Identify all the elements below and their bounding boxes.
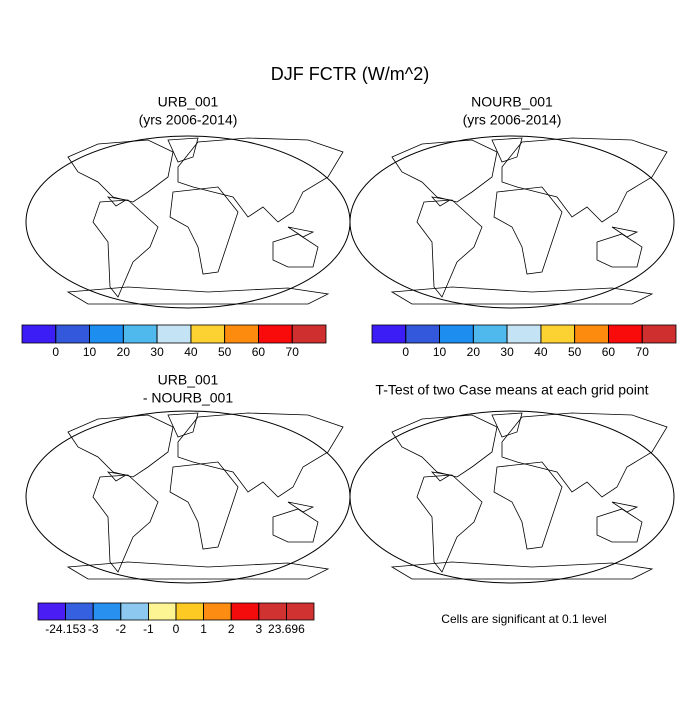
colorbar-label: 10: [83, 345, 97, 359]
colorbar-box: [21, 324, 57, 344]
colorbar-label: 50: [218, 345, 232, 359]
panel-title: NOURB_001: [471, 94, 553, 110]
colorbar-label: 20: [467, 345, 481, 359]
panel-title: URB_001: [158, 94, 219, 110]
colorbar-label: 60: [252, 345, 266, 359]
panel-subtitle: - NOURB_001: [143, 390, 233, 406]
map: [349, 135, 675, 309]
colorbar-box: [55, 324, 90, 344]
colorbar-box: [156, 324, 192, 344]
colorbar-box: [175, 602, 205, 621]
map: [349, 410, 675, 584]
colorbar-box: [574, 324, 609, 344]
colorbar-box: [203, 602, 232, 621]
colorbar-box: [641, 324, 677, 344]
colorbar-label: -2: [115, 622, 126, 636]
colorbar-label: 10: [433, 345, 447, 359]
colorbar-box: [224, 324, 259, 344]
colorbar-box: [147, 602, 177, 621]
colorbar-box: [472, 324, 508, 344]
colorbar-box: [230, 602, 260, 621]
colorbar-label: 2: [228, 622, 235, 636]
colorbar-label: 70: [636, 345, 650, 359]
colorbar-box: [285, 602, 315, 621]
colorbar-label: 1: [200, 622, 207, 636]
colorbar-box: [258, 602, 287, 621]
colorbar-label: 30: [150, 345, 164, 359]
colorbar-label: 20: [117, 345, 131, 359]
colorbar-label: 0: [402, 345, 409, 359]
colorbar-box: [37, 602, 67, 621]
colorbar-box: [439, 324, 474, 344]
colorbar-box: [258, 324, 293, 344]
map: [25, 410, 351, 584]
colorbar-box: [608, 324, 643, 344]
colorbar-label: 0: [173, 622, 180, 636]
colorbar-box: [89, 324, 124, 344]
colorbar-label: 50: [568, 345, 582, 359]
colorbar-label: -24.153: [45, 622, 86, 636]
colorbar-box: [92, 602, 122, 621]
note: Cells are significant at 0.1 level: [441, 612, 606, 626]
map: [25, 135, 351, 309]
figure-title: DJF FCTR (W/m^2): [271, 64, 429, 84]
panel-title: URB_001: [158, 372, 219, 388]
panel-title: T-Test of two Case means at each grid po…: [375, 382, 648, 398]
panel-subtitle: (yrs 2006-2014): [139, 112, 238, 128]
colorbar-label: -1: [143, 622, 154, 636]
colorbar-box: [405, 324, 440, 344]
colorbar-label: 40: [534, 345, 548, 359]
colorbar-box: [122, 324, 158, 344]
colorbar-box: [65, 602, 94, 621]
colorbar-box: [540, 324, 576, 344]
colorbar-box: [190, 324, 226, 344]
colorbar-label: 0: [52, 345, 59, 359]
panel-subtitle: (yrs 2006-2014): [463, 112, 562, 128]
colorbar-label: 40: [184, 345, 198, 359]
colorbar-label: -3: [88, 622, 99, 636]
colorbar-label: 3: [255, 622, 262, 636]
colorbar-box: [291, 324, 327, 344]
colorbar-box: [371, 324, 407, 344]
colorbar-box: [506, 324, 542, 344]
colorbar-label: 60: [602, 345, 616, 359]
colorbar-label: 70: [286, 345, 300, 359]
colorbar-label: 30: [500, 345, 514, 359]
colorbar-box: [120, 602, 149, 621]
colorbar-label: 23.696: [268, 622, 305, 636]
